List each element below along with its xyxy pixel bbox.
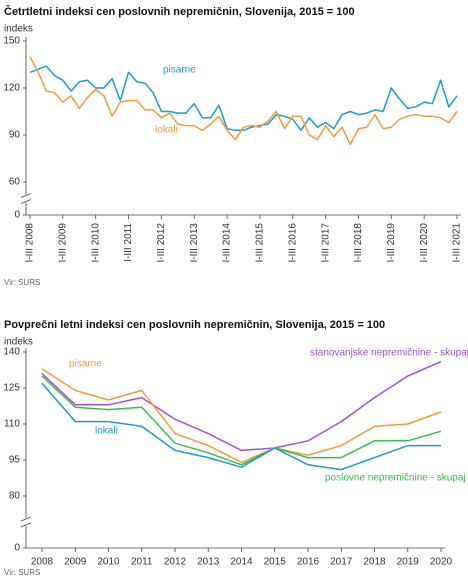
axis-break [20,193,32,198]
y-tick-label: 110 [4,419,20,430]
series-label: lokali [95,426,118,437]
x-tick-label: I-III 2018 [353,223,364,263]
x-tick-label: 2020 [430,557,453,568]
x-tick-label: 2019 [397,557,420,568]
x-tick-label: I-III 2021 [452,223,463,263]
x-tick-label: I-III 2008 [25,223,36,263]
y-tick-label: 90 [9,130,21,141]
y-axis-label: indeks [4,337,33,348]
x-tick-label: 2012 [164,557,187,568]
y-tick-label: 60 [9,177,21,188]
x-tick-label: I-III 2015 [255,223,266,263]
x-tick-label: I-III 2020 [419,223,430,263]
series-label: stanovanjske nepremičnine - skupaj [310,348,468,359]
axis-break-gap [20,518,32,526]
x-tick-label: 2010 [97,557,120,568]
y-tick-label: 0 [14,210,20,221]
series-line [41,368,442,464]
x-tick-label: I-III 2014 [222,223,233,263]
x-tick-label: I-III 2009 [57,223,68,263]
x-tick-label: I-III 2010 [90,223,101,263]
series-line [29,56,458,146]
axis-break [20,522,32,528]
x-tick-label: 2008 [31,557,54,568]
series-label: pisarne [163,65,196,76]
x-tick-label: I-III 2016 [287,223,298,263]
y-tick-label: 120 [3,83,20,94]
series-label: pisarne [69,359,102,370]
source: Vir: SURS [4,278,40,287]
y-tick-label: 140 [3,347,20,358]
x-tick-label: I-III 2013 [189,223,200,263]
axis-break [20,199,32,204]
x-tick-label: 2011 [131,557,153,568]
series-label: poslovne nepremičnine - skupaj [325,473,466,484]
series-line [41,382,441,471]
series-line [29,65,458,132]
series-label: lokali [155,125,178,136]
series-line [41,375,442,466]
y-tick-label: 0 [14,543,20,554]
x-tick-label: 2013 [197,557,220,568]
x-tick-label: 2009 [64,557,87,568]
chart-title: Četrtletni indeksi cen poslovnih nepremi… [4,5,355,18]
x-tick-label: I-III 2012 [156,223,167,263]
y-tick-label: 95 [9,455,21,466]
y-tick-label: 125 [3,383,20,394]
source: Vir: SURS [4,568,40,577]
series-line [41,360,442,452]
axis-break-gap [20,194,32,203]
x-tick-label: I-III 2011 [123,223,134,262]
x-tick-label: I-III 2017 [320,223,331,263]
y-tick-label: 80 [9,491,21,502]
x-tick-label: 2015 [264,557,287,568]
chart-title: Povprečni letni indeksi cen poslovnih ne… [4,319,385,331]
x-tick-label: 2017 [330,557,353,568]
x-tick-label: 2016 [297,557,320,568]
x-tick-label: 2018 [363,557,386,568]
x-tick-label: 2014 [230,557,253,568]
y-tick-label: 150 [3,36,20,47]
axis-break [20,516,32,522]
y-axis-label: indeks [4,24,33,35]
x-tick-label: I-III 2019 [386,223,397,263]
